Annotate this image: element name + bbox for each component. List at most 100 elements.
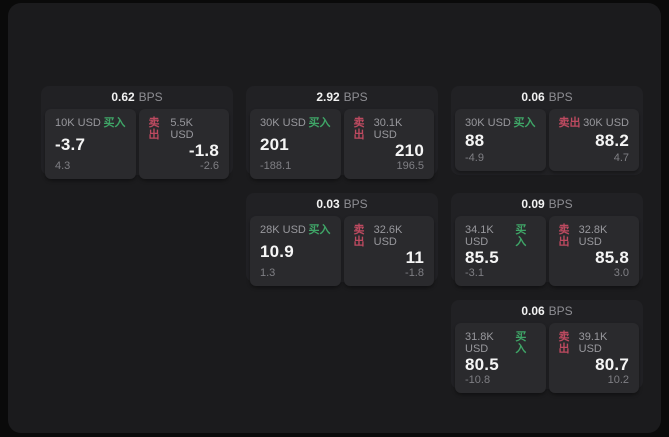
quote-card: 0.03 BPS 28K USD 买入 10.9 1.3 卖出 32.6K USD… [246, 193, 438, 286]
card-body: 34.1K USD 买入 85.5 -3.1 卖出 32.8K USD 85.8… [455, 216, 639, 286]
bps-suffix-label: BPS [343, 90, 368, 104]
buy-price: 88 [465, 131, 485, 150]
buy-notional-label: 10K USD [55, 117, 101, 129]
sell-delta: 3.0 [613, 267, 629, 279]
sell-panel[interactable]: 卖出 30K USD 88.2 4.7 [548, 109, 639, 171]
buy-panel[interactable]: 30K USD 买入 88 -4.9 [455, 109, 546, 171]
card-body: 30K USD 买入 88 -4.9 卖出 30K USD 88.2 4.7 [455, 109, 639, 171]
bps-value: 0.06 [521, 90, 545, 104]
sell-price: 11 [405, 248, 424, 267]
buy-panel[interactable]: 30K USD 买入 201 -188.1 [250, 109, 341, 179]
bps-value: 0.62 [111, 90, 135, 104]
buy-delta: 4.3 [55, 160, 71, 172]
quote-card: 2.92 BPS 30K USD 买入 201 -188.1 卖出 30.1K U… [246, 86, 438, 179]
buy-notional-label: 34.1K USD [465, 224, 494, 248]
sell-notional-label: 39.1K USD [578, 331, 608, 355]
buy-price: 85.5 [465, 248, 499, 267]
bps-value: 0.06 [521, 304, 545, 318]
quote-card: 0.06 BPS 31.8K USD 买入 80.5 -10.8 卖出 39.1K… [451, 300, 643, 393]
sell-label: 卖出 [353, 224, 365, 248]
sell-panel[interactable]: 卖出 32.8K USD 85.8 3.0 [548, 216, 639, 286]
cards-grid: 0.62 BPS 10K USD 买入 -3.7 4.3 卖出 5.5K USD … [41, 86, 643, 393]
sell-price: 80.7 [595, 355, 629, 374]
sell-notional-label: 32.8K USD [578, 224, 608, 248]
sell-delta: 10.2 [607, 374, 629, 386]
bps-value: 0.09 [521, 197, 545, 211]
sell-delta: -1.8 [405, 267, 424, 279]
buy-panel[interactable]: 31.8K USD 买入 80.5 -10.8 [455, 323, 546, 393]
buy-panel[interactable]: 28K USD 买入 10.9 1.3 [250, 216, 341, 286]
buy-delta: -10.8 [465, 374, 491, 386]
sell-panel[interactable]: 卖出 32.6K USD 11 -1.8 [343, 216, 434, 286]
sell-top-row: 卖出 30.1K USD [354, 117, 425, 141]
buy-label: 买入 [513, 117, 536, 129]
buy-label: 买入 [308, 224, 331, 236]
sell-top-row: 卖出 32.8K USD [559, 224, 630, 248]
sell-notional-label: 32.6K USD [373, 224, 403, 248]
buy-top-row: 30K USD 买入 [260, 117, 331, 129]
dashboard-panel: 0.62 BPS 10K USD 买入 -3.7 4.3 卖出 5.5K USD … [8, 3, 661, 433]
buy-price: -3.7 [55, 135, 86, 154]
buy-price: 80.5 [465, 355, 499, 374]
sell-notional-label: 5.5K USD [170, 117, 194, 141]
buy-label: 买入 [103, 117, 126, 129]
sell-price: 85.8 [595, 248, 629, 267]
sell-panel[interactable]: 卖出 39.1K USD 80.7 10.2 [548, 323, 639, 393]
sell-label: 卖出 [148, 117, 160, 141]
card-body: 28K USD 买入 10.9 1.3 卖出 32.6K USD 11 -1.8 [250, 216, 434, 286]
sell-label: 卖出 [558, 224, 570, 248]
bps-value: 0.03 [316, 197, 340, 211]
sell-top-row: 卖出 32.6K USD [354, 224, 425, 248]
bps-header: 0.62 BPS [45, 86, 229, 109]
buy-delta: -188.1 [260, 160, 292, 172]
sell-delta: 4.7 [613, 152, 629, 164]
sell-price: 210 [395, 141, 424, 160]
buy-delta: -4.9 [465, 152, 484, 164]
sell-notional-label: 30.1K USD [373, 117, 403, 141]
sell-label: 卖出 [353, 117, 365, 141]
buy-label: 买入 [515, 331, 527, 355]
buy-notional-label: 31.8K USD [465, 331, 494, 355]
card-body: 10K USD 买入 -3.7 4.3 卖出 5.5K USD -1.8 -2.… [45, 109, 229, 179]
sell-label: 卖出 [558, 331, 570, 355]
bps-suffix-label: BPS [548, 197, 573, 211]
buy-label: 买入 [515, 224, 527, 248]
sell-price: -1.8 [188, 141, 219, 160]
buy-price: 201 [260, 135, 289, 154]
buy-panel[interactable]: 10K USD 买入 -3.7 4.3 [45, 109, 136, 179]
bps-header: 0.03 BPS [250, 193, 434, 216]
buy-label: 买入 [308, 117, 331, 129]
sell-delta: 196.5 [396, 160, 424, 172]
bps-value: 2.92 [316, 90, 340, 104]
sell-label: 卖出 [558, 117, 581, 129]
sell-top-row: 卖出 39.1K USD [559, 331, 630, 355]
buy-price: 10.9 [260, 242, 294, 261]
buy-top-row: 28K USD 买入 [260, 224, 331, 236]
bps-header: 2.92 BPS [250, 86, 434, 109]
bps-header: 0.09 BPS [455, 193, 639, 216]
bps-header: 0.06 BPS [455, 300, 639, 323]
buy-notional-label: 30K USD [465, 117, 511, 129]
sell-notional-label: 30K USD [583, 117, 629, 129]
bps-suffix-label: BPS [138, 90, 163, 104]
buy-panel[interactable]: 34.1K USD 买入 85.5 -3.1 [455, 216, 546, 286]
buy-top-row: 31.8K USD 买入 [465, 331, 536, 355]
sell-delta: -2.6 [200, 160, 219, 172]
sell-price: 88.2 [595, 131, 629, 150]
sell-top-row: 卖出 30K USD [559, 117, 630, 129]
buy-notional-label: 28K USD [260, 224, 306, 236]
buy-top-row: 10K USD 买入 [55, 117, 126, 129]
buy-delta: 1.3 [260, 267, 276, 279]
card-body: 30K USD 买入 201 -188.1 卖出 30.1K USD 210 1… [250, 109, 434, 179]
buy-delta: -3.1 [465, 267, 484, 279]
quote-card: 0.62 BPS 10K USD 买入 -3.7 4.3 卖出 5.5K USD … [41, 86, 233, 179]
bps-header: 0.06 BPS [455, 86, 639, 109]
bps-suffix-label: BPS [548, 90, 573, 104]
sell-top-row: 卖出 5.5K USD [149, 117, 220, 141]
sell-panel[interactable]: 卖出 5.5K USD -1.8 -2.6 [138, 109, 229, 179]
card-body: 31.8K USD 买入 80.5 -10.8 卖出 39.1K USD 80.… [455, 323, 639, 393]
sell-panel[interactable]: 卖出 30.1K USD 210 196.5 [343, 109, 434, 179]
bps-suffix-label: BPS [343, 197, 368, 211]
buy-top-row: 30K USD 买入 [465, 117, 536, 129]
